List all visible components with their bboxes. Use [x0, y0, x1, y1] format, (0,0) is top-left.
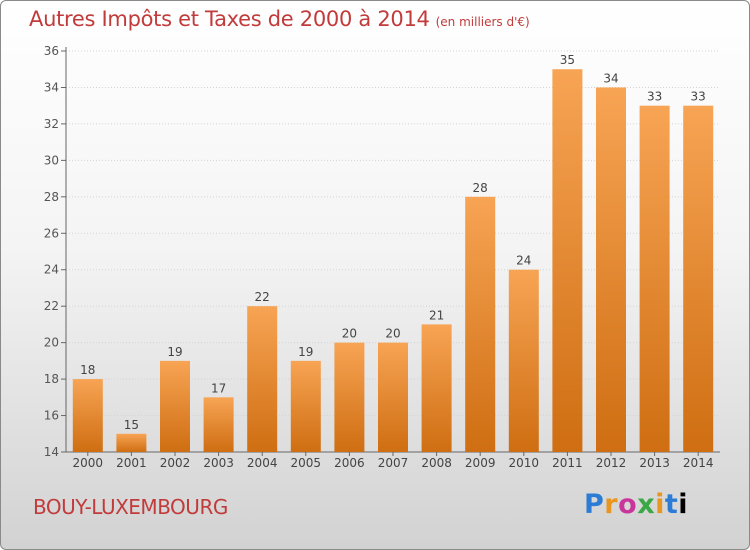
y-tick-label: 36 [44, 44, 59, 58]
bar-value-label: 18 [80, 363, 95, 377]
x-tick-label: 2010 [509, 456, 540, 470]
y-tick-label: 18 [44, 372, 59, 386]
bar-value-label: 19 [298, 345, 313, 359]
y-tick-label: 22 [44, 299, 59, 313]
y-tick-label: 26 [44, 226, 59, 240]
x-tick-label: 2004 [247, 456, 278, 470]
place-name: BOUY-LUXEMBOURG [33, 495, 228, 519]
y-tick-label: 34 [44, 80, 59, 94]
bar [290, 360, 321, 452]
bar [683, 105, 714, 452]
logo-letter: i [678, 489, 689, 520]
y-tick-label: 32 [44, 117, 59, 131]
bar [465, 196, 496, 452]
bar-value-label: 34 [603, 71, 618, 85]
bar [72, 379, 103, 452]
chart-title-main: Autres Impôts et Taxes de 2000 à 2014 [29, 7, 430, 31]
x-tick-label: 2009 [465, 456, 496, 470]
y-tick-label: 24 [44, 263, 59, 277]
y-tick-label: 14 [44, 445, 59, 459]
x-tick-label: 2013 [639, 456, 670, 470]
bar-value-label: 21 [429, 308, 444, 322]
bar-value-label: 20 [385, 327, 400, 341]
proxiti-logo[interactable]: Proxiti [584, 489, 688, 520]
bar-value-label: 33 [691, 90, 706, 104]
bar-value-label: 35 [560, 53, 575, 67]
chart-title: Autres Impôts et Taxes de 2000 à 2014 (en… [29, 7, 530, 31]
bar-value-label: 17 [211, 381, 226, 395]
x-tick-label: 2011 [552, 456, 583, 470]
bar [160, 360, 190, 452]
bar-value-label: 20 [342, 327, 357, 341]
x-tick-label: 2014 [683, 456, 714, 470]
bar [116, 433, 147, 452]
bar [334, 342, 365, 452]
bar-value-label: 33 [647, 90, 662, 104]
x-tick-label: 2005 [291, 456, 322, 470]
bar [552, 69, 583, 453]
logo-letter: o [618, 489, 638, 520]
bar [639, 105, 670, 452]
bar-value-label: 19 [167, 345, 182, 359]
logo-letter: r [604, 489, 619, 520]
logo-letter: t [664, 489, 679, 520]
x-tick-label: 2000 [73, 456, 104, 470]
bar-value-label: 22 [255, 290, 270, 304]
y-tick-label: 28 [44, 190, 59, 204]
x-tick-label: 2008 [421, 456, 452, 470]
bar [378, 342, 408, 452]
bar [421, 324, 452, 452]
bar-value-label: 28 [473, 181, 488, 195]
x-tick-label: 2002 [160, 456, 191, 470]
bar [596, 87, 626, 453]
bar [203, 397, 234, 452]
x-tick-label: 2012 [596, 456, 627, 470]
x-tick-label: 2001 [116, 456, 147, 470]
bar [247, 306, 278, 452]
x-tick-label: 2003 [203, 456, 234, 470]
logo-letter: x [637, 489, 656, 520]
x-tick-label: 2007 [378, 456, 409, 470]
logo-letter: i [655, 489, 665, 520]
x-tick-label: 2006 [334, 456, 365, 470]
y-tick-label: 16 [44, 409, 59, 423]
bars [72, 69, 714, 453]
y-tick-label: 30 [44, 153, 59, 167]
bar [508, 269, 539, 452]
y-tick-label: 20 [44, 336, 59, 350]
logo-letter: P [584, 489, 605, 520]
bar-value-label: 24 [516, 254, 531, 268]
labels: 14 16 18 20 22 24 26 28 30 32 34 36 18 2000 15 2001 19 20… [44, 44, 714, 470]
bar-value-label: 15 [124, 418, 139, 432]
chart-title-unit: (en milliers d'€) [435, 15, 530, 29]
